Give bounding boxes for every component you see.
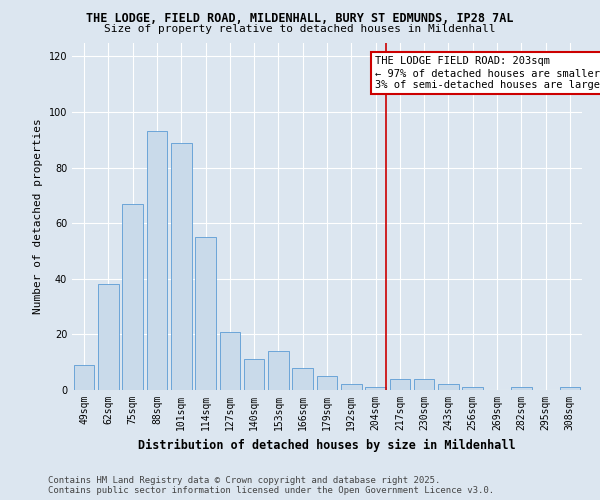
Bar xyxy=(220,332,240,390)
Bar xyxy=(414,379,434,390)
Bar xyxy=(341,384,362,390)
Bar xyxy=(317,376,337,390)
Bar xyxy=(438,384,459,390)
Bar xyxy=(98,284,119,390)
Y-axis label: Number of detached properties: Number of detached properties xyxy=(33,118,43,314)
Text: THE LODGE FIELD ROAD: 203sqm
← 97% of detached houses are smaller (413)
3% of se: THE LODGE FIELD ROAD: 203sqm ← 97% of de… xyxy=(376,56,600,90)
Text: Contains HM Land Registry data © Crown copyright and database right 2025.
Contai: Contains HM Land Registry data © Crown c… xyxy=(48,476,494,495)
Bar xyxy=(146,132,167,390)
Bar xyxy=(195,237,216,390)
Bar xyxy=(463,387,483,390)
Bar xyxy=(389,379,410,390)
Text: THE LODGE, FIELD ROAD, MILDENHALL, BURY ST EDMUNDS, IP28 7AL: THE LODGE, FIELD ROAD, MILDENHALL, BURY … xyxy=(86,12,514,26)
Bar xyxy=(171,142,191,390)
Bar xyxy=(268,351,289,390)
Bar xyxy=(365,387,386,390)
Bar xyxy=(560,387,580,390)
Bar xyxy=(74,365,94,390)
Text: Size of property relative to detached houses in Mildenhall: Size of property relative to detached ho… xyxy=(104,24,496,34)
Bar xyxy=(122,204,143,390)
Bar xyxy=(244,360,265,390)
Bar xyxy=(292,368,313,390)
Bar xyxy=(511,387,532,390)
X-axis label: Distribution of detached houses by size in Mildenhall: Distribution of detached houses by size … xyxy=(138,438,516,452)
